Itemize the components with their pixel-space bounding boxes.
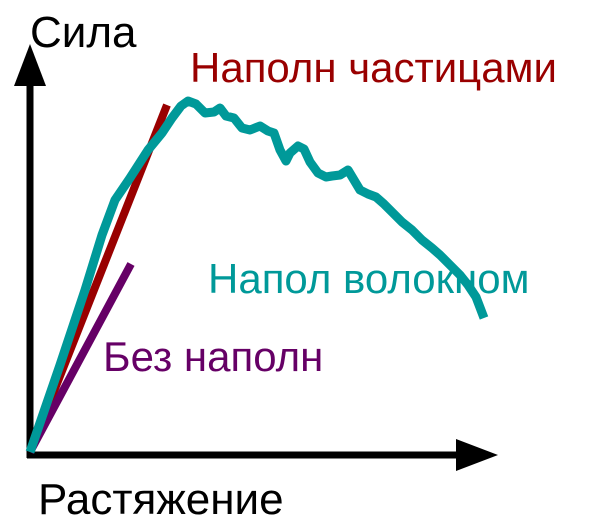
label-unfilled: Без наполн (103, 333, 323, 380)
x-axis-arrowhead (456, 439, 498, 471)
label-particles: Наполн частицами (190, 44, 557, 91)
y-axis-arrowhead (14, 44, 46, 86)
curve-fiber (25, 96, 489, 454)
y-axis-label: Сила (30, 8, 137, 57)
axes (14, 44, 498, 471)
x-axis-label: Растяжение (38, 475, 284, 524)
label-fiber: Напол волокном (208, 255, 529, 302)
curves (25, 96, 489, 454)
curve-unfilled (26, 262, 135, 454)
